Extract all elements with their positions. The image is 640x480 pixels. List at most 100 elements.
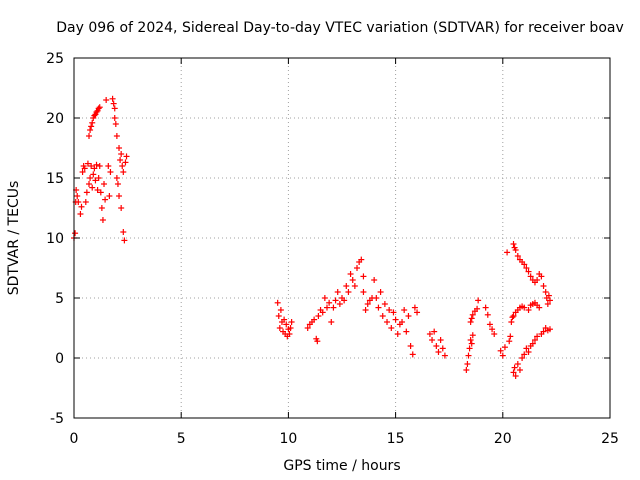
y-tick-label: 10 xyxy=(46,231,64,247)
data-point xyxy=(122,159,129,166)
data-point xyxy=(326,299,333,306)
data-point xyxy=(468,315,475,322)
data-point xyxy=(319,309,326,316)
data-point xyxy=(118,205,125,211)
x-tick-label: 25 xyxy=(601,431,619,447)
data-point xyxy=(544,301,551,307)
data-point xyxy=(469,311,476,318)
data-point xyxy=(429,337,436,343)
data-point xyxy=(405,313,412,319)
data-point xyxy=(332,297,339,304)
data-point xyxy=(86,133,93,139)
data-point xyxy=(123,153,130,160)
data-point xyxy=(523,345,530,352)
data-point xyxy=(286,331,293,337)
data-point xyxy=(354,265,361,271)
data-point xyxy=(113,133,120,139)
data-point xyxy=(114,181,121,187)
data-point xyxy=(121,237,128,244)
data-point xyxy=(545,292,552,299)
data-point xyxy=(439,345,446,352)
data-point xyxy=(118,151,125,157)
data-point xyxy=(409,351,416,358)
data-point xyxy=(275,313,282,319)
data-point xyxy=(381,301,388,307)
data-point xyxy=(392,316,399,323)
x-tick-label: 0 xyxy=(70,431,79,447)
data-point xyxy=(510,369,517,376)
data-point xyxy=(499,352,506,359)
data-point xyxy=(84,160,91,167)
data-point xyxy=(106,193,113,199)
data-point xyxy=(426,331,433,337)
data-point xyxy=(375,304,382,311)
data-point xyxy=(111,105,118,112)
data-point xyxy=(433,343,440,349)
data-point xyxy=(464,361,471,367)
data-point xyxy=(512,247,519,253)
data-point xyxy=(542,289,549,295)
data-point xyxy=(529,340,536,347)
data-point xyxy=(323,304,330,311)
data-point xyxy=(516,367,523,373)
data-point xyxy=(117,157,124,163)
data-point xyxy=(93,109,100,115)
data-point xyxy=(116,145,123,151)
data-point xyxy=(371,277,378,283)
data-point xyxy=(276,325,283,331)
data-point xyxy=(277,307,284,313)
data-point xyxy=(120,169,127,175)
data-point xyxy=(98,205,105,211)
data-point xyxy=(91,112,98,119)
y-tick-label: 20 xyxy=(46,111,64,127)
data-point xyxy=(321,295,328,301)
data-point xyxy=(482,304,489,311)
data-point xyxy=(437,337,444,343)
x-tick-label: 20 xyxy=(494,431,512,447)
data-point xyxy=(510,313,517,319)
data-point xyxy=(358,256,365,263)
data-point xyxy=(91,165,98,172)
data-point xyxy=(511,364,518,371)
data-point xyxy=(484,311,491,318)
data-point xyxy=(336,301,343,307)
data-point xyxy=(87,175,94,181)
data-point xyxy=(407,343,414,349)
data-point xyxy=(330,304,337,311)
data-point xyxy=(379,313,386,319)
data-point xyxy=(527,273,534,280)
data-point xyxy=(89,119,96,126)
data-points xyxy=(71,95,553,379)
data-point xyxy=(304,325,311,331)
data-point xyxy=(491,331,498,337)
data-point xyxy=(534,277,541,283)
data-point xyxy=(110,100,117,107)
data-point xyxy=(386,307,393,313)
data-point xyxy=(113,175,120,181)
data-point xyxy=(87,127,94,133)
data-point xyxy=(394,331,401,337)
x-tick-label: 10 xyxy=(279,431,297,447)
data-point xyxy=(435,349,442,355)
data-point xyxy=(101,181,108,187)
data-point xyxy=(95,175,102,181)
data-point xyxy=(274,299,281,306)
data-point xyxy=(119,163,126,169)
data-point xyxy=(521,261,528,268)
data-point xyxy=(86,181,93,187)
grid-lines xyxy=(74,58,610,418)
data-point xyxy=(475,297,482,304)
y-tick-label: -5 xyxy=(50,411,64,427)
data-point xyxy=(315,313,322,319)
data-point xyxy=(463,367,470,373)
data-point xyxy=(116,193,123,199)
data-point xyxy=(384,319,391,325)
data-point xyxy=(431,328,438,335)
data-point xyxy=(486,321,493,328)
data-point xyxy=(75,199,82,205)
data-point xyxy=(523,265,530,271)
data-point xyxy=(362,307,369,313)
data-point xyxy=(105,163,112,169)
data-point xyxy=(525,307,532,313)
data-point xyxy=(538,273,545,280)
